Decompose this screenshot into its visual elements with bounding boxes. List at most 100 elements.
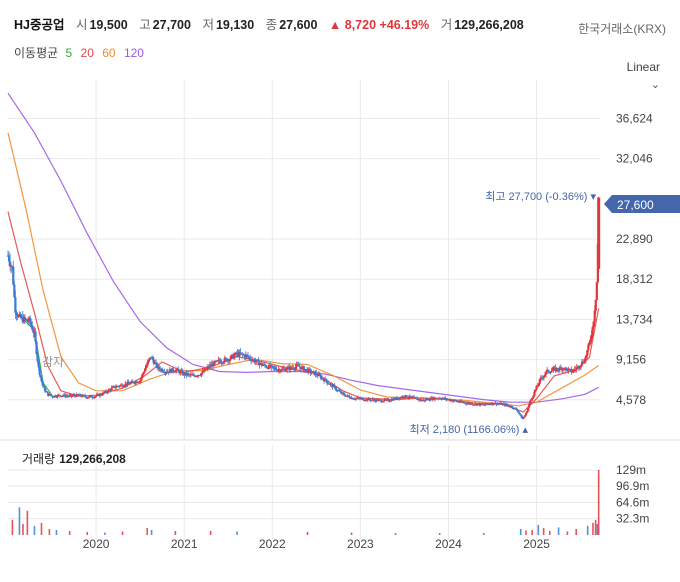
candle-body — [575, 367, 578, 370]
candle-body — [143, 371, 146, 373]
open-label: 시 — [75, 18, 88, 32]
candle-body — [67, 395, 70, 397]
candle-body — [357, 397, 361, 399]
ma-60-label[interactable]: 60 — [102, 46, 116, 60]
time-axis: 2020 2021 2022 2023 2024 2025 — [83, 537, 550, 551]
candle-body — [146, 362, 149, 366]
candle-body — [280, 368, 283, 371]
ma-120-label[interactable]: 120 — [123, 46, 144, 60]
candle-body — [32, 330, 35, 333]
moving-average-legend: 이동평균 5 20 60 120 — [14, 44, 149, 61]
candle-body — [344, 395, 347, 397]
open-value: 19,500 — [89, 18, 128, 32]
candle-body — [216, 360, 219, 362]
ma-title: 이동평균 — [14, 46, 59, 60]
candle-body — [117, 386, 121, 388]
candle-body — [173, 371, 177, 373]
candle-body — [334, 386, 337, 390]
price-tick-label: 4,578 — [616, 393, 646, 407]
scale-dropdown[interactable]: Linear ⌄ — [627, 60, 660, 91]
candle-body — [292, 367, 295, 369]
candle-body — [529, 400, 532, 404]
time-tick-label: 2021 — [171, 537, 198, 551]
candle-body — [90, 395, 93, 398]
candle-body — [201, 371, 204, 374]
volume-bar — [438, 532, 441, 535]
candle-body — [261, 365, 264, 367]
candle-body — [571, 371, 574, 373]
candle-body — [308, 368, 311, 370]
candle-body — [293, 368, 296, 370]
candle-body — [552, 368, 555, 371]
time-tick-label: 2022 — [259, 537, 286, 551]
high-value: 27,700 — [152, 18, 191, 32]
candle-body — [140, 377, 143, 381]
candle-body — [514, 407, 517, 409]
candle-body — [372, 399, 375, 401]
candle-body — [564, 367, 567, 370]
candle-body — [315, 372, 318, 375]
ma-5-label[interactable]: 5 — [65, 46, 73, 60]
candle-body — [105, 391, 108, 393]
high-label: 고 — [139, 18, 151, 32]
volume-bar — [575, 528, 578, 535]
candle-body — [274, 367, 277, 370]
candle-body — [238, 352, 241, 357]
candle-body — [246, 355, 250, 357]
candle-body — [531, 397, 534, 400]
candle-body — [100, 394, 104, 396]
candle-body — [427, 398, 430, 401]
candle-body — [294, 366, 297, 370]
candle-body — [541, 377, 545, 379]
candle-body — [241, 353, 244, 355]
candle-body — [202, 371, 205, 373]
candle-body — [285, 367, 289, 370]
candle-body — [14, 297, 17, 313]
candle-body — [347, 395, 350, 397]
candle-body — [254, 361, 257, 363]
candle-body — [71, 395, 74, 397]
volume-bar — [236, 531, 238, 535]
candle-body — [73, 395, 76, 397]
candle-body — [590, 335, 593, 340]
candle-body — [205, 368, 208, 370]
candle-body — [532, 395, 535, 398]
candle-body — [161, 369, 164, 372]
candle-body — [63, 394, 67, 397]
ma-20-label[interactable]: 20 — [80, 46, 94, 60]
low-value: 19,130 — [215, 18, 255, 32]
volume-bar — [22, 523, 24, 535]
candle-body — [29, 317, 32, 323]
volume-tick-label: 32.3m — [616, 512, 649, 526]
volume-bar — [26, 510, 29, 535]
candle-body — [272, 366, 275, 368]
candle-body — [77, 394, 80, 396]
candle-body — [409, 395, 412, 397]
price-tick-label: 9,156 — [616, 353, 646, 367]
candle-body — [43, 387, 47, 392]
candle-body — [51, 395, 54, 397]
candle-body — [490, 404, 493, 406]
candle-body — [420, 399, 423, 401]
candle-body — [454, 400, 457, 402]
candle-body — [229, 355, 233, 359]
candle-body — [567, 368, 570, 372]
candle-body — [338, 390, 342, 392]
candle-body — [364, 400, 367, 402]
quote-header: HJ중공업 시 19,500 고 27,700 저 19,130 종 27,600 ▲ … — [14, 14, 532, 33]
low-annotation: 최저 2,180 (1166.06%) ▴ — [409, 423, 528, 436]
time-tick-label: 2023 — [347, 537, 374, 551]
candle-body — [416, 398, 419, 400]
volume-tick-label: 96.9m — [616, 479, 649, 493]
candle-body — [343, 393, 346, 396]
candle-body — [578, 367, 582, 369]
volume-bar — [18, 507, 21, 535]
candle-body — [154, 362, 158, 364]
candle-body — [258, 363, 261, 366]
time-tick-label: 2020 — [83, 537, 110, 551]
candle-body — [387, 399, 390, 401]
candle-body — [54, 395, 57, 397]
candle-body — [214, 361, 217, 363]
candle-body — [549, 372, 552, 374]
